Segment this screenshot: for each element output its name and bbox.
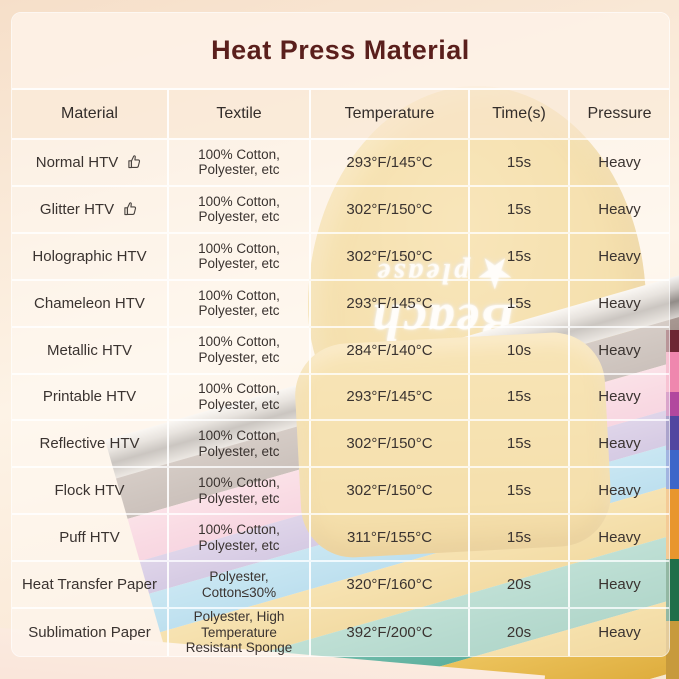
- temperature-cell: 392°F/200°C: [309, 609, 468, 656]
- time-cell: 15s: [468, 468, 568, 514]
- textile-cell: 100% Cotton, Polyester, etc: [167, 327, 309, 373]
- table-row: Normal HTV 100% Cotton, Polyester, etc 2…: [12, 138, 669, 185]
- material-name: Printable HTV: [42, 388, 137, 406]
- table-row: Metallic HTV 100% Cotton, Polyester, etc…: [12, 325, 669, 373]
- temperature-cell: 293°F/145°C: [309, 140, 468, 185]
- material-name: Glitter HTV: [39, 200, 115, 218]
- title-band: Heat Press Material: [12, 13, 669, 88]
- pressure-cell: Heavy: [568, 515, 669, 561]
- temperature-cell: 320°F/160°C: [309, 562, 468, 608]
- textile-cell: 100% Cotton, Polyester, etc: [167, 374, 309, 420]
- time-cell: 15s: [468, 421, 568, 467]
- textile-cell: 100% Cotton, Polyester, etc: [167, 233, 309, 279]
- textile-cell: 100% Cotton, Polyester, etc: [167, 140, 309, 185]
- table-row: Reflective HTV 100% Cotton, Polyester, e…: [12, 419, 669, 467]
- column-header-material: Material: [61, 105, 118, 122]
- pressure-cell: Heavy: [568, 327, 669, 373]
- table-row: Puff HTV 100% Cotton, Polyester, etc 311…: [12, 513, 669, 561]
- textile-cell: 100% Cotton, Polyester, etc: [167, 515, 309, 561]
- time-cell: 10s: [468, 327, 568, 373]
- temperature-cell: 311°F/155°C: [309, 515, 468, 561]
- heat-press-table-card: Heat Press Material Material Textile Tem…: [11, 12, 670, 657]
- pressure-cell: Heavy: [568, 468, 669, 514]
- temperature-cell: 302°F/150°C: [309, 468, 468, 514]
- page-title: Heat Press Material: [211, 35, 470, 65]
- table-row: Heat Transfer Paper Polyester, Cotton≤30…: [12, 560, 669, 608]
- temperature-cell: 302°F/150°C: [309, 421, 468, 467]
- pressure-cell: Heavy: [568, 562, 669, 608]
- pressure-cell: Heavy: [568, 140, 669, 185]
- table-row: Flock HTV 100% Cotton, Polyester, etc 30…: [12, 466, 669, 514]
- temperature-cell: 302°F/150°C: [309, 233, 468, 279]
- temperature-cell: 293°F/145°C: [309, 280, 468, 326]
- time-cell: 15s: [468, 374, 568, 420]
- table-row: Chameleon HTV 100% Cotton, Polyester, et…: [12, 278, 669, 326]
- material-name: Metallic HTV: [46, 341, 132, 359]
- pressure-cell: Heavy: [568, 609, 669, 656]
- time-cell: 15s: [468, 186, 568, 232]
- time-cell: 20s: [468, 609, 568, 656]
- temperature-cell: 293°F/145°C: [309, 374, 468, 420]
- material-name: Puff HTV: [59, 529, 120, 547]
- pressure-cell: Heavy: [568, 186, 669, 232]
- material-name: Chameleon HTV: [34, 294, 145, 312]
- time-cell: 20s: [468, 562, 568, 608]
- column-header-time: Time(s): [468, 90, 568, 138]
- textile-cell: 100% Cotton, Polyester, etc: [167, 280, 309, 326]
- pressure-cell: Heavy: [568, 374, 669, 420]
- table-row: Printable HTV 100% Cotton, Polyester, et…: [12, 372, 669, 420]
- column-header-textile: Textile: [167, 90, 309, 138]
- textile-cell: Polyester, Cotton≤30%: [167, 562, 309, 608]
- material-name: Normal HTV: [35, 153, 119, 171]
- thumbs-up-icon: [121, 200, 139, 218]
- time-cell: 15s: [468, 233, 568, 279]
- material-name: Reflective HTV: [39, 435, 140, 453]
- pressure-cell: Heavy: [568, 280, 669, 326]
- time-cell: 15s: [468, 280, 568, 326]
- temperature-cell: 302°F/150°C: [309, 186, 468, 232]
- material-name: Flock HTV: [54, 482, 125, 500]
- table-row: Sublimation Paper Polyester, High Temper…: [12, 607, 669, 656]
- material-name: Sublimation Paper: [28, 624, 151, 642]
- time-cell: 15s: [468, 140, 568, 185]
- table-header-row: Material Textile Temperature Time(s) Pre…: [12, 88, 669, 138]
- material-name: Holographic HTV: [32, 247, 147, 265]
- time-cell: 15s: [468, 515, 568, 561]
- table-row: Glitter HTV 100% Cotton, Polyester, etc …: [12, 184, 669, 232]
- thumbs-up-icon: [125, 153, 143, 171]
- material-name: Heat Transfer Paper: [21, 576, 158, 594]
- table-row: Holographic HTV 100% Cotton, Polyester, …: [12, 231, 669, 279]
- textile-cell: 100% Cotton, Polyester, etc: [167, 421, 309, 467]
- temperature-cell: 284°F/140°C: [309, 327, 468, 373]
- textile-cell: Polyester, High Temperature Resistant Sp…: [167, 609, 309, 656]
- pressure-cell: Heavy: [568, 421, 669, 467]
- textile-cell: 100% Cotton, Polyester, etc: [167, 186, 309, 232]
- textile-cell: 100% Cotton, Polyester, etc: [167, 468, 309, 514]
- column-header-pressure: Pressure: [568, 90, 669, 138]
- pressure-cell: Heavy: [568, 233, 669, 279]
- column-header-temperature: Temperature: [309, 90, 468, 138]
